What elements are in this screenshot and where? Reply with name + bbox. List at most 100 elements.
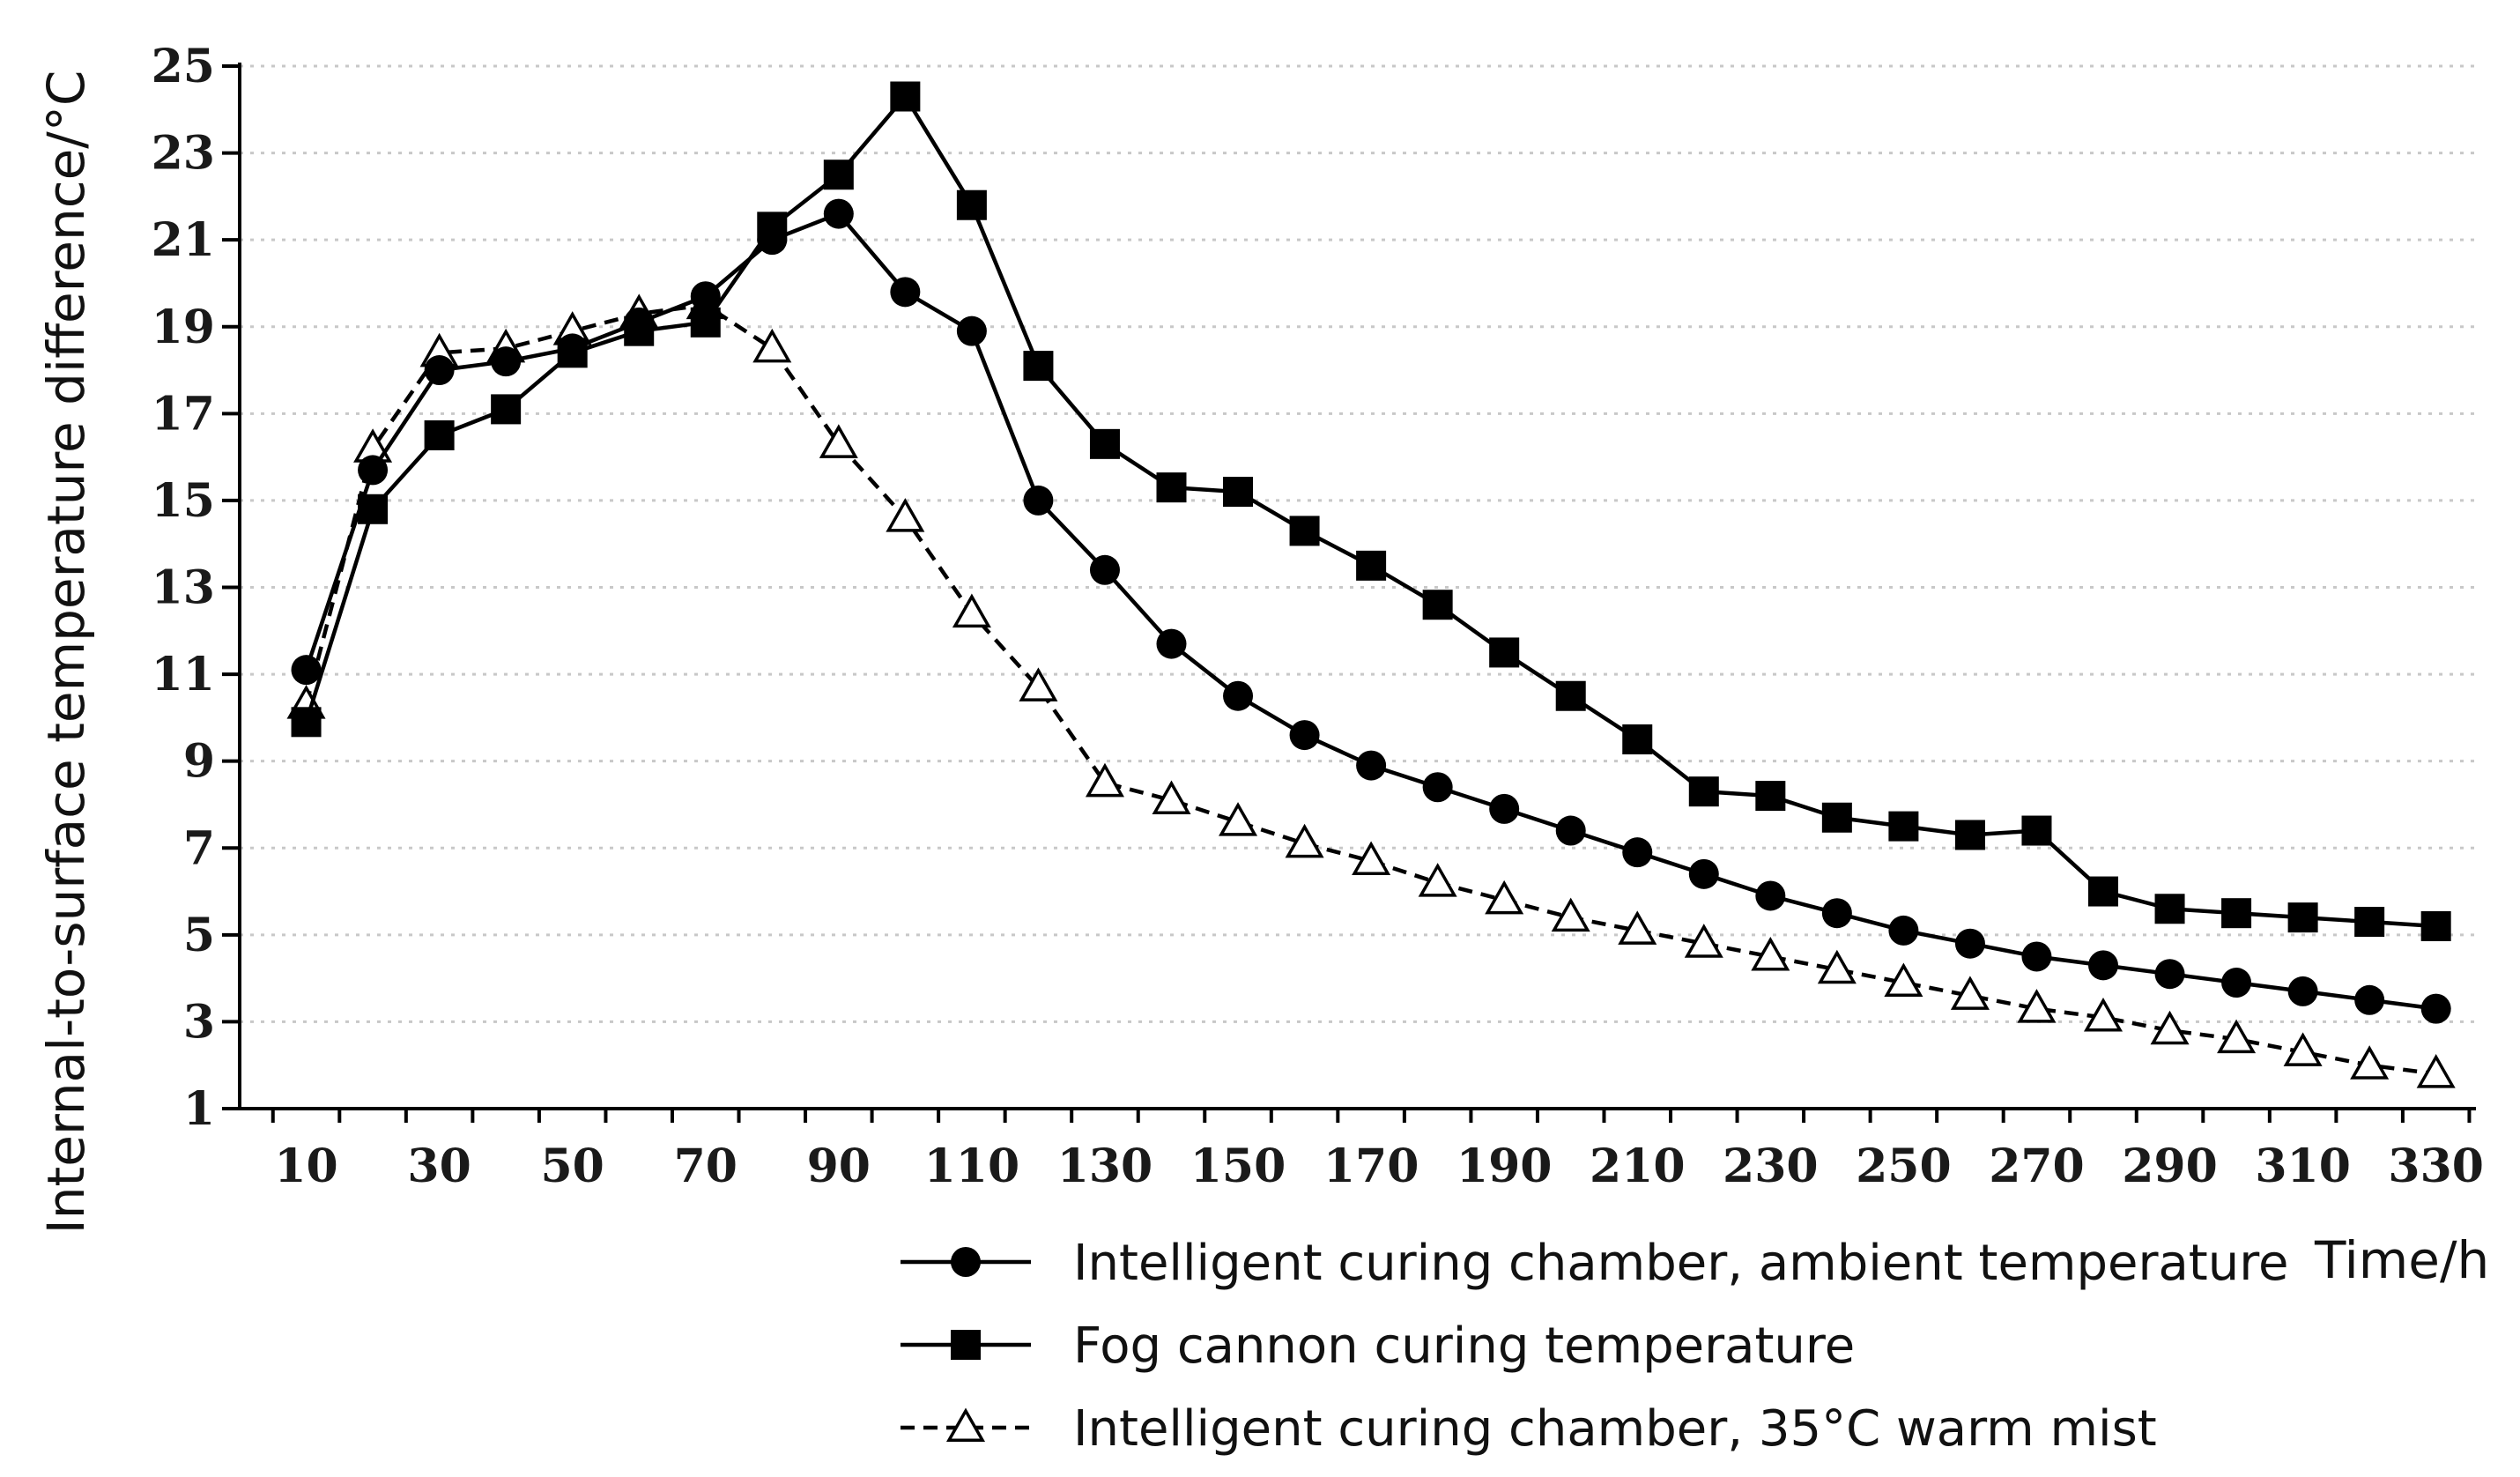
data-point <box>1489 793 1520 824</box>
data-point <box>624 307 655 338</box>
data-point <box>1821 898 1852 929</box>
data-point <box>1223 477 1254 508</box>
data-point <box>2088 950 2118 981</box>
series-line <box>304 94 2436 929</box>
x-tick-label: 210 <box>1590 1139 1686 1193</box>
data-point <box>752 328 792 363</box>
data-point <box>956 315 987 346</box>
x-tick-label: 270 <box>1989 1139 2085 1193</box>
data-point <box>819 424 858 458</box>
data-point <box>2154 894 2185 924</box>
y-tick-label: 21 <box>152 213 215 267</box>
y-tick-label: 13 <box>152 561 215 615</box>
gridlines <box>240 64 2476 1023</box>
legend-entry: Intelligent curing chamber, 35°C warm mi… <box>901 1400 2157 1458</box>
y-tick-label: 5 <box>183 909 215 962</box>
data-point <box>1289 516 1320 546</box>
data-point <box>1356 550 1387 581</box>
data-point <box>890 81 921 112</box>
data-point <box>1485 880 1524 915</box>
data-point <box>1622 837 1653 868</box>
series-1 <box>291 198 2451 1024</box>
data-point <box>1954 820 1985 850</box>
data-point <box>557 333 588 364</box>
data-point <box>2017 989 2057 1023</box>
data-point <box>358 455 389 486</box>
data-point <box>1751 936 1790 971</box>
data-point <box>1950 976 1990 1010</box>
data-point <box>2088 876 2118 907</box>
data-point <box>2021 815 2052 846</box>
y-tick-label: 23 <box>152 127 215 181</box>
x-tick-label: 30 <box>407 1139 471 1193</box>
data-point <box>1618 910 1657 945</box>
data-point <box>1019 667 1058 701</box>
data-point <box>2287 902 2318 933</box>
data-point <box>1089 554 1120 585</box>
legend-entry: Fog cannon curing temperature <box>901 1317 1855 1375</box>
x-tick-label: 230 <box>1723 1139 1819 1193</box>
data-point <box>1422 590 1453 620</box>
data-point <box>945 1407 986 1442</box>
data-point <box>1156 472 1187 503</box>
data-point <box>1085 762 1124 798</box>
data-point <box>424 355 455 386</box>
data-point <box>2350 1045 2390 1080</box>
data-point <box>1223 680 1254 711</box>
y-tick-label: 17 <box>152 387 215 441</box>
data-point <box>2083 997 2123 1032</box>
x-tick-label: 110 <box>924 1139 1020 1193</box>
data-point <box>1688 858 1719 889</box>
data-point <box>2154 959 2185 990</box>
data-point <box>1489 637 1520 668</box>
data-point <box>1285 823 1324 858</box>
data-point <box>2287 976 2318 1006</box>
data-point <box>886 498 925 532</box>
data-point <box>1684 924 1723 958</box>
legend: Intelligent curing chamber, ambient temp… <box>901 1235 2289 1458</box>
data-point <box>1688 776 1719 807</box>
data-point <box>1352 841 1391 876</box>
data-point <box>2420 993 2451 1024</box>
data-point <box>690 281 721 312</box>
data-point <box>1884 962 1923 998</box>
x-tick-label: 330 <box>2388 1139 2484 1193</box>
series-2 <box>291 81 2451 941</box>
data-point <box>1156 628 1187 659</box>
data-point <box>1289 720 1320 751</box>
data-point <box>823 160 854 190</box>
x-tick-label: 90 <box>807 1139 871 1193</box>
data-point <box>2420 910 2451 941</box>
legend-label: Intelligent curing chamber, ambient temp… <box>1073 1235 2289 1292</box>
data-point <box>1555 815 1586 846</box>
x-tick-label: 290 <box>2122 1139 2218 1193</box>
data-point <box>1888 915 1919 946</box>
data-point <box>1219 802 1258 836</box>
x-tick-label: 170 <box>1323 1139 1419 1193</box>
data-point <box>2221 968 2252 998</box>
y-tick-label: 1 <box>183 1082 215 1136</box>
data-point <box>1755 781 1786 812</box>
y-axis-label: Internal-to-surface temperature differen… <box>36 71 96 1235</box>
data-point <box>491 394 522 425</box>
data-point <box>491 346 522 377</box>
data-point <box>1555 680 1586 711</box>
y-tick-label: 11 <box>152 648 215 701</box>
data-point <box>1418 863 1457 897</box>
x-tick-label: 250 <box>1856 1139 1952 1193</box>
data-point <box>2354 907 2385 938</box>
data-point <box>2221 898 2252 929</box>
data-point <box>2416 1054 2456 1088</box>
data-point <box>1422 772 1453 803</box>
x-tick-label: 150 <box>1190 1139 1286 1193</box>
data-point <box>951 1247 981 1277</box>
data-point <box>2150 1010 2190 1045</box>
data-point <box>1356 750 1387 781</box>
x-tick-label: 310 <box>2255 1139 2351 1193</box>
data-point <box>690 307 721 338</box>
data-point <box>1622 724 1653 755</box>
data-point <box>890 277 921 308</box>
y-tick-label: 9 <box>183 735 215 789</box>
data-point <box>424 419 455 450</box>
